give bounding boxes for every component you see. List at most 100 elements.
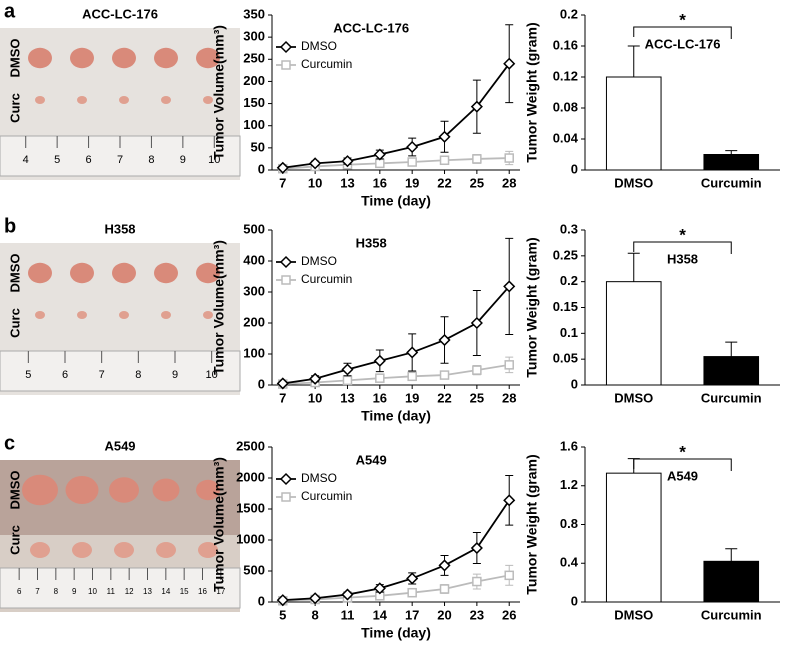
y-axis-label: Tumor Weight (gram) (524, 22, 540, 162)
row-label: DMSO (7, 39, 22, 78)
row-label: Curc (7, 93, 22, 123)
chart-title: H358 (356, 235, 387, 250)
x-tick-label: 16 (373, 175, 387, 190)
y-tick-label: 300 (243, 29, 265, 44)
row-label: DMSO (7, 471, 22, 510)
x-tick-label: 10 (308, 175, 322, 190)
tumor (203, 311, 213, 319)
marker (503, 57, 516, 70)
x-tick-label: 10 (308, 390, 322, 405)
tumor (119, 96, 129, 104)
ruler-label: 8 (54, 587, 59, 596)
x-tick-label: 28 (502, 175, 516, 190)
panel-letter: b (4, 215, 16, 237)
series-line (282, 63, 510, 169)
photo-title: A549 (104, 438, 135, 453)
y-tick-label: 200 (243, 314, 265, 329)
x-tick-label: DMSO (614, 607, 653, 622)
tumor (112, 262, 136, 284)
x-tick-label: 13 (340, 390, 354, 405)
bar (703, 154, 760, 171)
ruler-label: 9 (72, 587, 77, 596)
x-tick-label: 8 (312, 607, 319, 622)
y-tick-label: 0 (258, 593, 265, 608)
x-tick-label: 25 (470, 390, 484, 405)
y-tick-label: 0.2 (560, 6, 578, 21)
y-tick-label: 0.15 (553, 299, 578, 314)
tumor (65, 475, 99, 505)
marker (438, 130, 451, 143)
y-tick-label: 50 (251, 139, 265, 154)
chart-title: H358 (667, 251, 698, 266)
tumor (198, 542, 218, 558)
legend-label: Curcumin (301, 272, 352, 286)
ruler-label: 6 (86, 154, 92, 166)
series-line (282, 363, 510, 385)
ruler-label: 9 (180, 154, 186, 166)
tumor (35, 311, 45, 319)
y-tick-label: 1.2 (560, 477, 578, 492)
ruler (0, 567, 241, 609)
marker (342, 375, 353, 386)
marker (407, 587, 417, 598)
tumor (161, 311, 171, 319)
tumor (70, 47, 94, 69)
chart-title: ACC-LC-176 (645, 36, 721, 51)
y-tick-label: 1.6 (560, 438, 578, 453)
tumor (112, 47, 136, 69)
marker (276, 161, 289, 174)
photo-title: ACC-LC-176 (82, 6, 158, 21)
marker (406, 140, 419, 154)
tumor (119, 311, 129, 319)
ruler-label: 6 (17, 587, 22, 596)
legend-label: DMSO (301, 254, 337, 268)
x-tick-label: 26 (502, 607, 516, 622)
series-line (282, 157, 510, 170)
y-tick-label: 350 (243, 6, 265, 21)
marker (503, 494, 516, 507)
ruler-label: 6 (62, 369, 68, 381)
y-tick-label: 0.1 (560, 325, 578, 340)
x-tick-label: 19 (405, 175, 419, 190)
y-tick-label: 0.04 (553, 130, 579, 145)
marker (503, 280, 516, 293)
y-tick-label: 0 (571, 376, 578, 391)
x-tick-label: 7 (279, 175, 286, 190)
y-tick-label: 0 (571, 593, 578, 608)
marker (472, 154, 482, 164)
bar (605, 281, 662, 386)
y-tick-label: 400 (243, 252, 265, 267)
x-tick-label: 17 (405, 607, 419, 622)
tumor (28, 262, 52, 284)
y-tick-label: 0.8 (560, 516, 578, 531)
bar (605, 472, 662, 603)
ruler-label: 5 (54, 154, 60, 166)
x-axis-label: Time (day) (361, 408, 431, 424)
chart-title: ACC-LC-176 (333, 20, 409, 35)
row-label: Curc (7, 525, 22, 555)
y-tick-label: 150 (243, 95, 265, 110)
x-tick-label: DMSO (614, 175, 653, 190)
ruler-label: 14 (161, 587, 170, 596)
marker (341, 363, 354, 376)
tumor (152, 478, 180, 502)
y-tick-label: 1000 (236, 531, 265, 546)
marker (470, 100, 483, 113)
series-line (282, 285, 510, 385)
tumor (70, 262, 94, 284)
ruler-label: 8 (135, 369, 141, 381)
significance-bracket (633, 458, 732, 471)
x-axis-label: Time (day) (361, 625, 431, 641)
row-label: DMSO (7, 254, 22, 293)
y-tick-label: 0 (258, 376, 265, 391)
y-axis-label: Tumor Volume(mm³) (211, 25, 227, 160)
ruler-label: 16 (198, 587, 207, 596)
ruler (0, 135, 241, 177)
y-tick-label: 0.16 (553, 37, 578, 52)
marker (309, 157, 322, 170)
marker (276, 377, 289, 390)
x-tick-label: 20 (437, 607, 451, 622)
ruler-label: 4 (23, 154, 29, 166)
y-tick-label: 0.05 (553, 351, 578, 366)
tumor (196, 479, 220, 501)
